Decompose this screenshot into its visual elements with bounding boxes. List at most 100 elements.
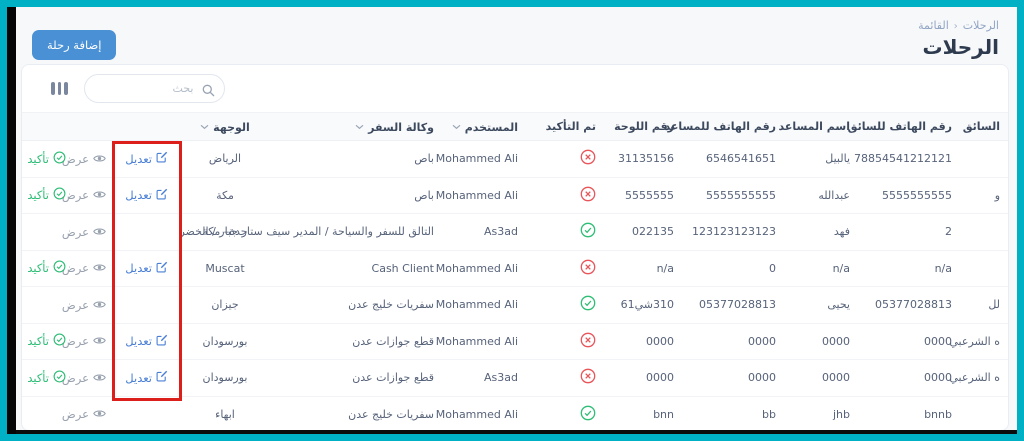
cell-driver-phone: 5555555555 [858, 177, 960, 214]
cell-assistant-phone: 0 [682, 250, 784, 287]
breadcrumb-item-list: القائمة [918, 19, 949, 32]
cell-driver: ه الشرعبي [949, 359, 1008, 397]
cell-driver-phone: 05377028813 [858, 286, 960, 324]
cell-confirm-action: تأكيد [22, 396, 74, 430]
cell-confirmed [526, 359, 604, 397]
table-row: bnnb jhb bb bnn Mohammed Ali سفريات خليج… [22, 396, 1008, 430]
view-button[interactable]: عرض [62, 152, 106, 166]
add-trip-button[interactable]: إضافة رحلة [32, 30, 117, 60]
cell-assistant-phone: 0000 [682, 359, 784, 397]
search-input[interactable] [83, 74, 225, 103]
col-header-agency[interactable]: وكالة السفر [274, 112, 442, 141]
confirm-button[interactable]: تأكيد [27, 370, 66, 386]
confirmed-check-icon [580, 405, 596, 424]
edit-button[interactable]: تعديل [125, 370, 168, 385]
cell-agency: قطع جوازات عدن [274, 359, 442, 397]
edit-button[interactable]: تعديل [125, 261, 168, 276]
view-button[interactable]: عرض [62, 334, 106, 348]
edit-button[interactable]: تعديل [125, 334, 168, 349]
cell-confirmed [526, 286, 604, 324]
cell-user: Mohammed Ali [436, 250, 526, 287]
confirmed-check-icon [580, 222, 596, 241]
search-icon [202, 82, 215, 101]
edit-button[interactable]: تعديل [125, 151, 168, 166]
eye-icon [93, 371, 106, 385]
cell-driver [960, 396, 1008, 430]
cell-driver-phone: n/a [858, 250, 960, 287]
cell-assistant-name: فهد [784, 213, 858, 251]
cell-plate: 31135156 [604, 140, 682, 178]
cell-view-action: عرض [62, 177, 114, 214]
cell-assistant-name: 0000 [784, 359, 858, 397]
view-button[interactable]: عرض [62, 225, 106, 239]
eye-icon [93, 152, 106, 166]
edit-pencil-icon [156, 151, 168, 166]
cell-user: Mohammed Ali [436, 140, 526, 178]
cell-agency: سفريات خليج عدن [274, 286, 442, 324]
cell-plate: bnn [604, 396, 682, 430]
cell-agency: التالق للسفر والسياحة / المدير سيف ستار … [179, 213, 442, 251]
cell-plate: 310شي61 [604, 286, 682, 324]
col-header-assistant-name: اسم المساعد [778, 112, 858, 141]
eye-icon [93, 225, 106, 239]
edit-pencil-icon [156, 334, 168, 349]
col-header-view-actions [74, 112, 114, 141]
view-button[interactable]: عرض [62, 407, 106, 421]
table-toolbar [22, 65, 1008, 112]
cell-agency: باص [274, 177, 442, 214]
cell-confirmed [526, 140, 604, 178]
confirm-button[interactable]: تأكيد [27, 260, 66, 276]
cell-destination: الرياض [176, 140, 274, 178]
cell-confirm-action: تأكيد [22, 323, 74, 360]
view-button[interactable]: عرض [62, 371, 106, 385]
cell-confirm-action: تأكيد [22, 286, 74, 324]
confirm-button[interactable]: تأكيد [27, 187, 66, 203]
cell-driver: ه الشرعبي [949, 323, 1008, 360]
cell-driver [960, 213, 1008, 251]
eye-icon [93, 188, 106, 202]
not-confirmed-x-icon [580, 259, 596, 278]
cell-assistant-phone: 5555555555 [682, 177, 784, 214]
edit-button[interactable]: تعديل [125, 188, 168, 203]
cell-plate: 5555555 [604, 177, 682, 214]
cell-confirmed [526, 323, 604, 360]
not-confirmed-x-icon [580, 368, 596, 387]
view-button[interactable]: عرض [62, 188, 106, 202]
trips-table: السائق رقم الهاتف للسائق اسم المساعد رقم… [22, 112, 1008, 430]
cell-edit-action: تعديل [114, 177, 176, 214]
col-header-driver: السائق [960, 112, 1008, 141]
table-header-row: السائق رقم الهاتف للسائق اسم المساعد رقم… [22, 112, 1008, 141]
breadcrumb: الرحلات ‹ القائمة [918, 19, 999, 32]
column-settings-icon[interactable] [49, 80, 70, 97]
cell-confirm-action: تأكيد [22, 359, 74, 397]
cell-destination: بورسودان [176, 323, 274, 360]
confirm-button[interactable]: تأكيد [27, 151, 66, 167]
cell-assistant-phone: bb [682, 396, 784, 430]
cell-driver-phone: 2 [858, 213, 960, 251]
confirm-button[interactable]: تأكيد [27, 333, 66, 349]
edit-pencil-icon [156, 261, 168, 276]
cell-confirmed [526, 250, 604, 287]
breadcrumb-item-trips[interactable]: الرحلات [962, 19, 999, 32]
cell-assistant-phone: 6546541651 [682, 140, 784, 178]
cell-confirm-action: تأكيد [22, 177, 74, 214]
cell-driver-phone: 0000 [858, 323, 960, 360]
view-button[interactable]: عرض [62, 261, 106, 275]
cell-destination: جيزان [176, 286, 274, 324]
cell-view-action: عرض [62, 286, 114, 324]
col-header-confirmed: تم التأكيد [526, 112, 604, 141]
cell-assistant-name: عبدالله [784, 177, 858, 214]
cell-plate: 0000 [604, 359, 682, 397]
cell-driver-phone: bnnb [858, 396, 960, 430]
view-button[interactable]: عرض [62, 298, 106, 312]
cell-assistant-phone: 0000 [682, 323, 784, 360]
confirm-check-circle-icon [53, 370, 66, 386]
table-row: 78854541212121 يالبيل 6546541651 3113515… [22, 140, 1008, 178]
col-header-user[interactable]: المستخدم [442, 112, 526, 141]
col-header-destination[interactable]: الوجهة [176, 112, 274, 141]
cell-user: As3ad [442, 359, 526, 397]
eye-icon [93, 334, 106, 348]
cell-confirmed [526, 177, 604, 214]
col-header-driver-phone: رقم الهاتف للسائق [848, 112, 960, 141]
cell-user: As3ad [442, 213, 526, 251]
